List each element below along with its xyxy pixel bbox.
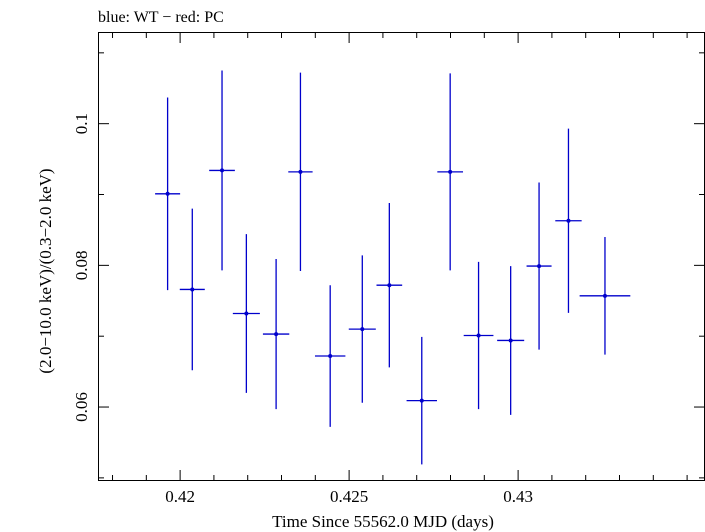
y-axis-label: (2.0−10.0 keV)/(0.3−2.0 keV) (36, 168, 55, 373)
point-marker (419, 398, 424, 403)
data-point (314, 285, 346, 427)
point-marker (387, 283, 392, 288)
point-marker (537, 264, 542, 269)
point-marker (602, 293, 607, 298)
data-point (497, 266, 525, 415)
x-tick-label: 0.425 (330, 487, 368, 506)
data-point (179, 208, 205, 371)
data-points (155, 70, 631, 465)
point-marker (220, 168, 225, 173)
y-tick-label: 0.06 (72, 392, 91, 422)
data-point (406, 336, 437, 465)
data-point (579, 237, 631, 355)
data-point (463, 261, 494, 410)
axis-ticks (99, 33, 704, 480)
x-axis-label: Time Since 55562.0 MJD (days) (272, 512, 494, 531)
point-marker (244, 311, 249, 316)
point-marker (165, 191, 170, 196)
data-point (232, 234, 260, 393)
data-point (288, 72, 313, 272)
x-tick-label: 0.43 (503, 487, 533, 506)
y-tick-label: 0.08 (72, 250, 91, 280)
point-marker (476, 333, 481, 338)
y-tick-label: 0.1 (72, 113, 91, 134)
plot-frame (98, 32, 705, 481)
data-point (262, 258, 290, 410)
point-marker (190, 287, 195, 292)
point-marker (274, 332, 279, 337)
data-point (155, 97, 181, 291)
point-marker (328, 354, 333, 359)
data-point (555, 128, 582, 313)
x-tick-label: 0.42 (165, 487, 195, 506)
data-point (437, 73, 464, 271)
data-point (526, 182, 552, 350)
point-marker (508, 338, 513, 343)
data-point (376, 203, 403, 368)
point-marker (566, 218, 571, 223)
data-point (209, 70, 235, 271)
chart-title: blue: WT − red: PC (98, 9, 224, 26)
data-point (348, 255, 376, 403)
point-marker (298, 169, 303, 174)
tick-labels: 0.42 0.425 0.43 0.06 0.08 0.1 (72, 113, 533, 506)
point-marker (448, 169, 453, 174)
point-marker (360, 327, 365, 332)
